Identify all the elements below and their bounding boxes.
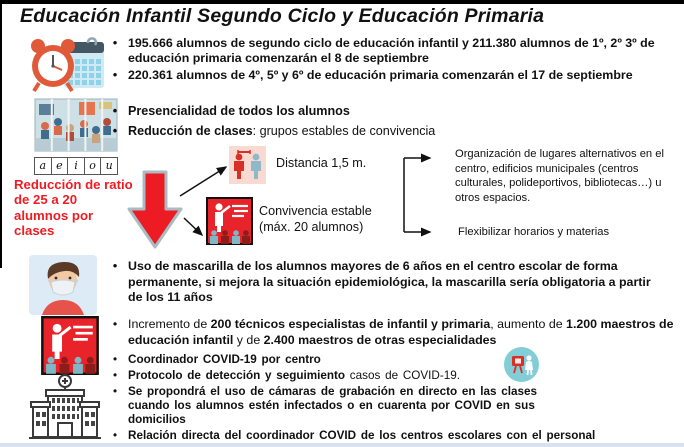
bullet-text: Se propondrá el uso de cámaras de grabac…: [128, 385, 538, 427]
list-item: • Presencialidad de todos los alumnos: [110, 104, 640, 119]
bullet-marker: •: [112, 36, 118, 50]
alarm-clock-calendar-icon: [26, 31, 108, 97]
convivencia-label: Convivencia estable (máx. 20 alumnos): [259, 204, 372, 235]
bullet-marker: •: [112, 68, 118, 83]
covid-measures-list: • Coordinador COVID-19 por centro • Prot…: [110, 353, 684, 447]
bullet-marker: •: [112, 124, 118, 139]
red-down-arrow-icon: [126, 169, 184, 251]
distance-label: Distancia 1,5 m.: [276, 156, 367, 170]
bullet-text: Coordinador COVID-19 por centro: [128, 353, 321, 366]
list-item: • 195.666 alumnos de segundo ciclo de ed…: [110, 36, 670, 66]
left-border: [0, 0, 2, 268]
page-title: Educación Infantil Segundo Ciclo y Educa…: [20, 5, 545, 27]
bullet-marker: •: [112, 317, 118, 331]
teacher-classroom-icon: [38, 316, 102, 375]
bullet-text: Protocolo de detección y seguimiento cas…: [128, 369, 460, 383]
attendance-list: • Presencialidad de todos los alumnos • …: [110, 104, 640, 144]
bottom-strip: [0, 443, 684, 447]
list-item: • Se propondrá el uso de cámaras de grab…: [110, 385, 684, 427]
bullet-marker: •: [112, 353, 118, 366]
list-item: • Coordinador COVID-19 por centro: [110, 353, 684, 367]
ratio-reduction-label: Reducción de ratio de 25 a 20 alumnos po…: [14, 177, 133, 238]
bullet-text: Presencialidad de todos los alumnos: [128, 104, 350, 118]
bullet-marker: •: [112, 259, 118, 273]
bullet-marker: •: [112, 429, 118, 443]
vowel-letter-row: a e i o u: [34, 157, 118, 175]
vowel-letter: a: [34, 157, 52, 175]
bullet-text: Incremento de 200 técnicos especialistas…: [128, 317, 674, 348]
video-camera-icon: [503, 346, 540, 383]
masked-student-icon: [29, 255, 97, 315]
distance-persons-icon: [229, 146, 266, 184]
vowel-letter: e: [51, 157, 69, 175]
bullet-marker: •: [112, 369, 118, 383]
teacher-classroom-icon: [206, 197, 253, 245]
bullet-text: 220.361 alumnos de 4º, 5º y 6º de educac…: [128, 68, 633, 83]
top-border: [0, 0, 684, 4]
flexible-schedules-text: Flexibilizar horarios y materias: [458, 226, 610, 238]
vowel-letter: i: [68, 157, 85, 175]
bullet-text: 195.666 alumnos de segundo ciclo de educ…: [128, 36, 655, 66]
bullet-text: Uso de mascarilla de los alumnos mayores…: [128, 259, 651, 305]
vowel-letter: u: [101, 157, 118, 175]
alternative-places-text: Organización de lugares alternativos en …: [455, 148, 664, 204]
classroom-puzzle-icon: a e i o u: [34, 98, 118, 175]
list-item: • Incremento de 200 técnicos especialist…: [110, 316, 674, 348]
bullet-marker: •: [112, 104, 118, 118]
list-item: • 220.361 alumnos de 4º, 5º y 6º de educ…: [110, 68, 670, 83]
mask-list: • Uso de mascarilla de los alumnos mayor…: [110, 259, 668, 306]
list-item: • Reducción de clases: grupos estables d…: [110, 124, 640, 139]
hospital-icon: [27, 371, 103, 442]
vowel-letter: o: [84, 157, 102, 175]
bullet-marker: •: [112, 385, 118, 399]
start-dates-list: • 195.666 alumnos de segundo ciclo de ed…: [110, 36, 670, 85]
list-item: • Protocolo de detección y seguimiento c…: [110, 369, 684, 383]
list-item: • Uso de mascarilla de los alumnos mayor…: [110, 259, 668, 306]
bullet-text: Reducción de clases: grupos estables de …: [128, 124, 436, 139]
staff-list: • Incremento de 200 técnicos especialist…: [110, 316, 674, 348]
